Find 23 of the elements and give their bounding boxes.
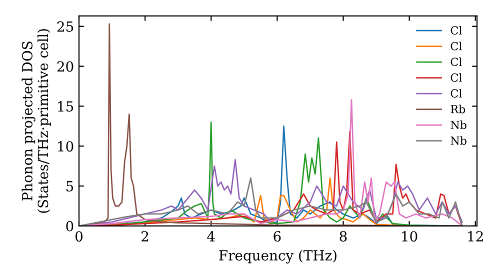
- legend-label: Cl: [450, 57, 462, 66]
- legend-label: Cl: [450, 73, 462, 82]
- legend-label: Nb: [450, 120, 466, 130]
- x-axis-title: Frequency (THz): [219, 250, 336, 264]
- y-tick-label: 0: [66, 220, 74, 232]
- y-tick-label: 5: [66, 181, 74, 192]
- legend-label: Cl: [450, 88, 462, 98]
- y-tick-label: 20: [57, 61, 74, 72]
- x-tick-label: 2: [142, 231, 148, 242]
- y-axis-title: Phonon projected DOS (States/THz·primitive cell): [22, 29, 51, 213]
- x-tick-label: 8: [340, 231, 347, 242]
- legend-label: Nb: [450, 136, 466, 145]
- y-tick-label: 10: [58, 141, 74, 152]
- x-tick-label: 0: [75, 231, 82, 242]
- legend-label: Cl: [450, 42, 462, 50]
- legend-label: Rb: [450, 104, 466, 114]
- x-tick-label: 10: [402, 231, 418, 242]
- legend-label: Cl: [450, 26, 462, 35]
- x-tick-label: 6: [274, 231, 281, 242]
- x-tick-label: 4: [207, 231, 215, 242]
- y-tick-label: 25: [57, 21, 74, 32]
- x-tick-label: 12: [468, 231, 483, 242]
- y-tick-label: 15: [58, 101, 74, 112]
